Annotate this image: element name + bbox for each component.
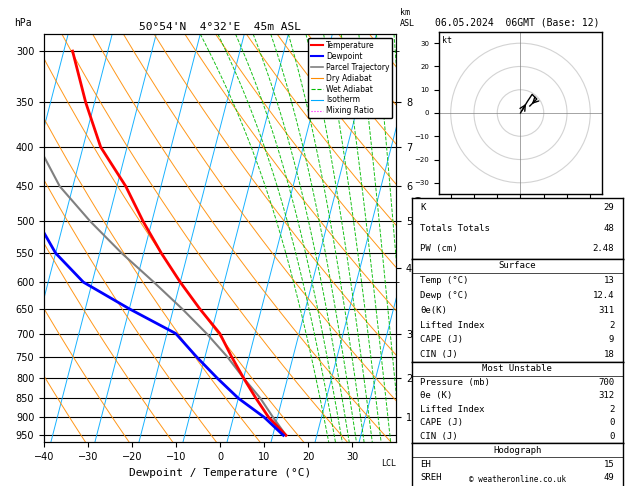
Text: 312: 312 (598, 391, 615, 400)
Text: Temp (°C): Temp (°C) (420, 276, 469, 285)
Text: © weatheronline.co.uk: © weatheronline.co.uk (469, 474, 566, 484)
Title: 50°54'N  4°32'E  45m ASL: 50°54'N 4°32'E 45m ASL (139, 22, 301, 32)
Text: PW (cm): PW (cm) (420, 244, 458, 253)
Text: Pressure (mb): Pressure (mb) (420, 378, 490, 387)
Text: 700: 700 (598, 378, 615, 387)
Text: 29: 29 (604, 204, 615, 212)
Text: Totals Totals: Totals Totals (420, 224, 490, 233)
Text: 2: 2 (609, 405, 615, 414)
Text: θe(K): θe(K) (420, 306, 447, 315)
Text: 06.05.2024  06GMT (Base: 12): 06.05.2024 06GMT (Base: 12) (435, 17, 599, 27)
Text: 13: 13 (604, 276, 615, 285)
Text: EH: EH (420, 460, 431, 469)
Text: kt: kt (442, 36, 452, 46)
Text: 12.4: 12.4 (593, 291, 615, 300)
Text: 2.48: 2.48 (593, 244, 615, 253)
Text: Surface: Surface (499, 261, 536, 270)
Text: K: K (420, 204, 426, 212)
Text: 9: 9 (609, 335, 615, 345)
Text: CAPE (J): CAPE (J) (420, 335, 464, 345)
Text: θe (K): θe (K) (420, 391, 453, 400)
Text: 18: 18 (604, 350, 615, 359)
Text: Hodograph: Hodograph (493, 446, 542, 455)
Text: CAPE (J): CAPE (J) (420, 418, 464, 428)
Text: SREH: SREH (420, 473, 442, 483)
Legend: Temperature, Dewpoint, Parcel Trajectory, Dry Adiabat, Wet Adiabat, Isotherm, Mi: Temperature, Dewpoint, Parcel Trajectory… (308, 38, 392, 119)
Text: 0: 0 (609, 432, 615, 441)
Text: 311: 311 (598, 306, 615, 315)
X-axis label: Dewpoint / Temperature (°C): Dewpoint / Temperature (°C) (129, 468, 311, 478)
Text: hPa: hPa (14, 18, 31, 28)
Text: 0: 0 (609, 418, 615, 428)
Text: 15: 15 (604, 460, 615, 469)
Text: CIN (J): CIN (J) (420, 350, 458, 359)
Text: km
ASL: km ASL (400, 8, 415, 28)
Text: Dewp (°C): Dewp (°C) (420, 291, 469, 300)
Text: 2: 2 (609, 321, 615, 330)
Text: 48: 48 (604, 224, 615, 233)
Y-axis label: Mixing Ratio (g/kg): Mixing Ratio (g/kg) (415, 195, 424, 281)
Text: LCL: LCL (381, 459, 396, 468)
Text: Lifted Index: Lifted Index (420, 321, 485, 330)
Text: Lifted Index: Lifted Index (420, 405, 485, 414)
Text: CIN (J): CIN (J) (420, 432, 458, 441)
Text: Most Unstable: Most Unstable (482, 364, 552, 373)
Text: 49: 49 (604, 473, 615, 483)
